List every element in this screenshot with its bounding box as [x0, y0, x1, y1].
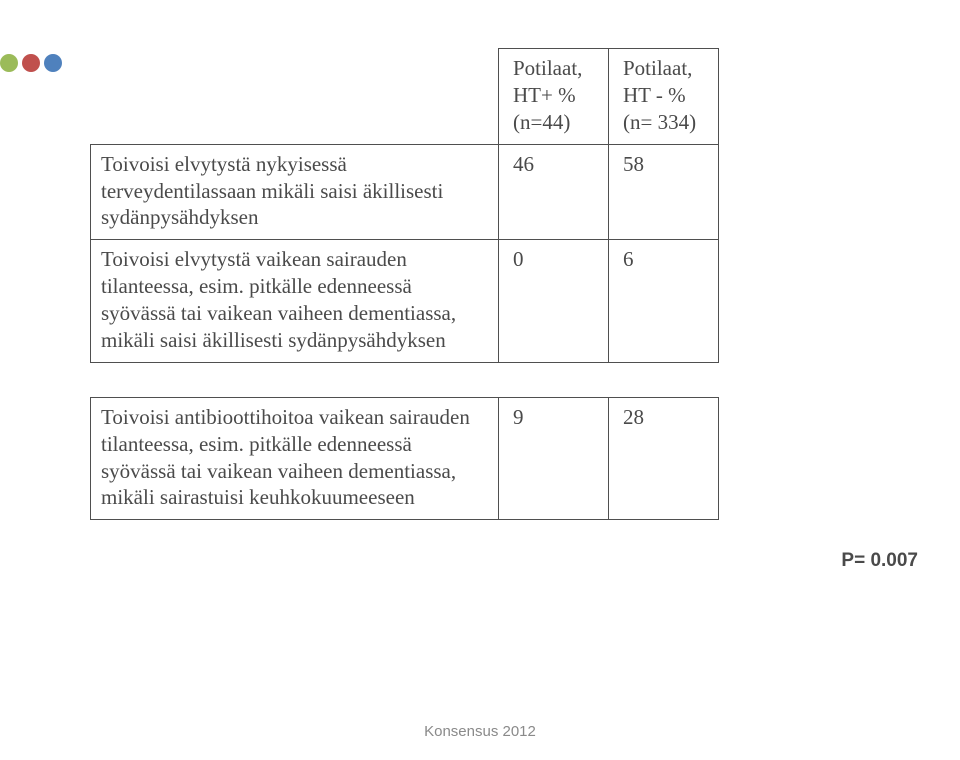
t1r1-v1: 46 [499, 144, 609, 240]
table-1: Potilaat, HT+ % (n=44) Potilaat, HT - % … [90, 48, 719, 363]
t1r1-v2: 58 [609, 144, 719, 240]
decorative-dots [0, 54, 62, 72]
table-1-row-1: Toivoisi elvytystä nykyisessä terveydent… [91, 144, 719, 240]
main-content: Potilaat, HT+ % (n=44) Potilaat, HT - % … [0, 0, 960, 520]
footer-text: Konsensus 2012 [424, 723, 536, 740]
t1r2-label: Toivoisi elvytystä vaikean sairauden til… [91, 240, 499, 363]
header-col3: Potilaat, HT - % (n= 334) [609, 49, 719, 145]
t2r1-label: Toivoisi antibioottihoitoa vaikean saira… [91, 397, 499, 520]
header-col2: Potilaat, HT+ % (n=44) [499, 49, 609, 145]
dot-red [22, 54, 40, 72]
dot-blue [44, 54, 62, 72]
table-2-row-1: Toivoisi antibioottihoitoa vaikean saira… [91, 397, 719, 520]
header-blank [91, 49, 499, 145]
t1r2-v1: 0 [499, 240, 609, 363]
dot-green [0, 54, 18, 72]
table-2: Toivoisi antibioottihoitoa vaikean saira… [90, 397, 719, 521]
table-1-header-row: Potilaat, HT+ % (n=44) Potilaat, HT - % … [91, 49, 719, 145]
p-value: P= 0.007 [841, 550, 918, 572]
t2r1-v1: 9 [499, 397, 609, 520]
table-1-row-2: Toivoisi elvytystä vaikean sairauden til… [91, 240, 719, 363]
t1r1-label: Toivoisi elvytystä nykyisessä terveydent… [91, 144, 499, 240]
t2r1-v2: 28 [609, 397, 719, 520]
t1r2-v2: 6 [609, 240, 719, 363]
